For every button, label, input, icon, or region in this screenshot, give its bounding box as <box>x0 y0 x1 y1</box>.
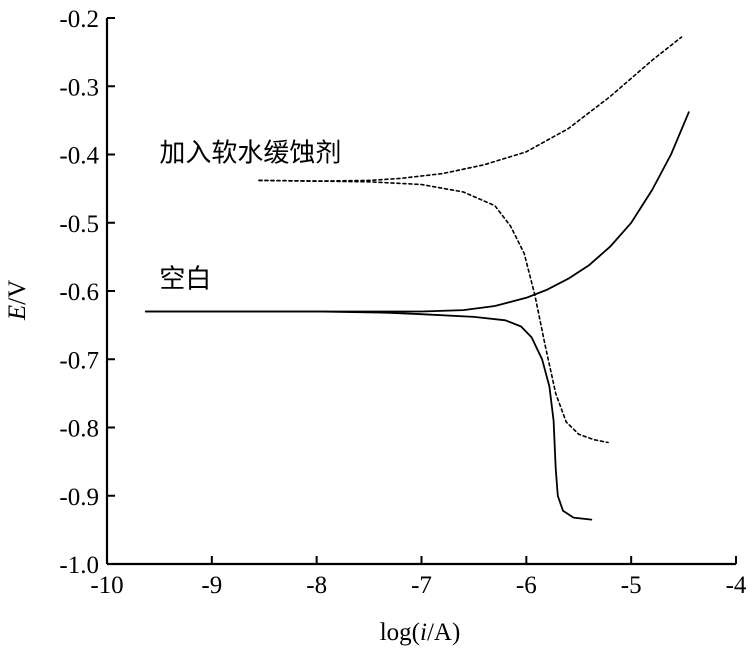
y-axis-title-italic: E <box>4 305 31 321</box>
series-line-branch-cathodic <box>258 179 609 444</box>
plot-lines <box>144 36 690 521</box>
x-tick-label: -6 <box>516 572 537 599</box>
x-tick-label: -10 <box>90 572 123 599</box>
y-axis-title-suffix: /V <box>4 280 31 305</box>
x-axis-title-prefix: log( <box>380 619 420 646</box>
y-axis-title: E/V <box>4 280 31 321</box>
x-tick-label: -8 <box>306 572 327 599</box>
x-tick-label: -4 <box>726 572 747 599</box>
y-tick-label: -0.7 <box>59 347 99 374</box>
y-tick-label: -1.0 <box>59 552 99 579</box>
x-axis-title: log(i/A) <box>380 619 461 646</box>
x-tick-label: -9 <box>201 572 222 599</box>
y-tick-label: -0.9 <box>59 484 99 511</box>
x-tick-label: -5 <box>621 572 642 599</box>
series-inhibitor <box>258 36 683 444</box>
series-annotation-label: 空白 <box>159 265 211 295</box>
y-axis: -1.0 -0.9 -0.8 -0.7 -0.6 -0.5 -0.4 -0.3 -0.2 <box>59 6 115 579</box>
y-tick-label: -0.2 <box>59 6 99 33</box>
y-tick-label: -0.3 <box>59 74 99 101</box>
y-tick-label: -0.6 <box>59 279 99 306</box>
y-tick-label: -0.5 <box>59 211 99 238</box>
x-axis-title-italic: i <box>420 619 427 646</box>
x-axis-title-suffix: /A) <box>427 619 460 646</box>
series-line-branch-anodic <box>258 36 683 182</box>
series-line-branch-cathodic <box>144 310 593 521</box>
series-annotation-label: 加入软水缓蚀剂 <box>159 138 341 168</box>
x-tick-label: -7 <box>411 572 432 599</box>
x-axis: -10 -9 -8 -7 -6 -5 -4 <box>90 556 747 599</box>
y-tick-label: -0.4 <box>59 143 99 170</box>
series-blank <box>144 111 690 521</box>
y-tick-label: -0.8 <box>59 416 99 443</box>
